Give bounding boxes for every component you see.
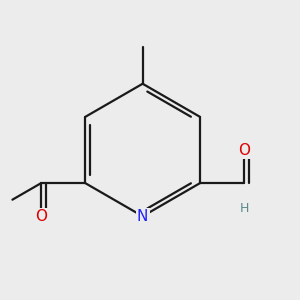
Text: N: N xyxy=(137,209,148,224)
Text: H: H xyxy=(239,202,249,215)
Text: O: O xyxy=(35,209,47,224)
Text: O: O xyxy=(238,142,250,158)
